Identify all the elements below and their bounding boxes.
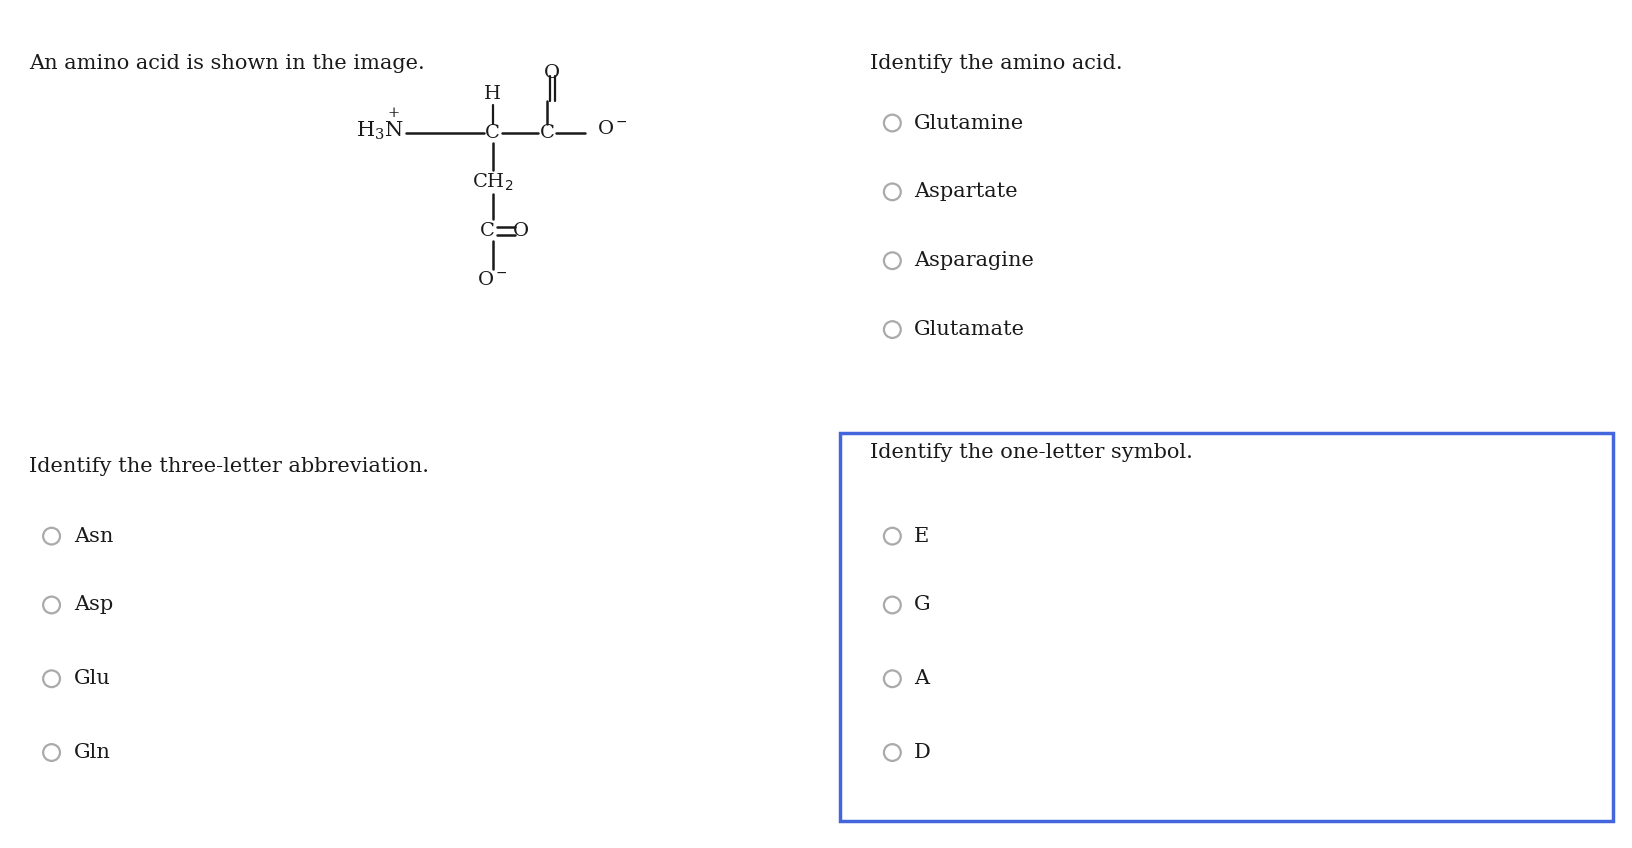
Text: Asp: Asp — [75, 595, 114, 615]
Text: Aspartate: Aspartate — [914, 182, 1018, 201]
Text: Identify the amino acid.: Identify the amino acid. — [870, 54, 1123, 73]
Text: O: O — [512, 222, 529, 240]
Text: Glutamine: Glutamine — [914, 114, 1025, 132]
Text: Asn: Asn — [75, 527, 114, 545]
Text: A: A — [914, 669, 929, 689]
Text: C: C — [485, 124, 501, 142]
Text: E: E — [914, 527, 929, 545]
Text: H: H — [485, 86, 501, 103]
Text: An amino acid is shown in the image.: An amino acid is shown in the image. — [29, 54, 424, 73]
Text: O: O — [543, 64, 560, 82]
Text: Asparagine: Asparagine — [914, 251, 1035, 271]
Text: O$^-$: O$^-$ — [477, 271, 508, 289]
Text: $\mathregular{H_3\overset{+}{N}}$: $\mathregular{H_3\overset{+}{N}}$ — [356, 107, 403, 143]
Text: D: D — [914, 743, 930, 762]
Text: Glu: Glu — [75, 669, 111, 689]
Text: CH$_2$: CH$_2$ — [472, 171, 514, 192]
Text: Identify the one-letter symbol.: Identify the one-letter symbol. — [870, 443, 1193, 461]
Text: O$^-$: O$^-$ — [597, 120, 628, 138]
Text: Identify the three-letter abbreviation.: Identify the three-letter abbreviation. — [29, 457, 429, 477]
Text: Gln: Gln — [75, 743, 111, 762]
Text: C: C — [540, 124, 555, 142]
Text: C: C — [480, 222, 494, 240]
Text: G: G — [914, 595, 930, 615]
Text: Glutamate: Glutamate — [914, 320, 1025, 339]
